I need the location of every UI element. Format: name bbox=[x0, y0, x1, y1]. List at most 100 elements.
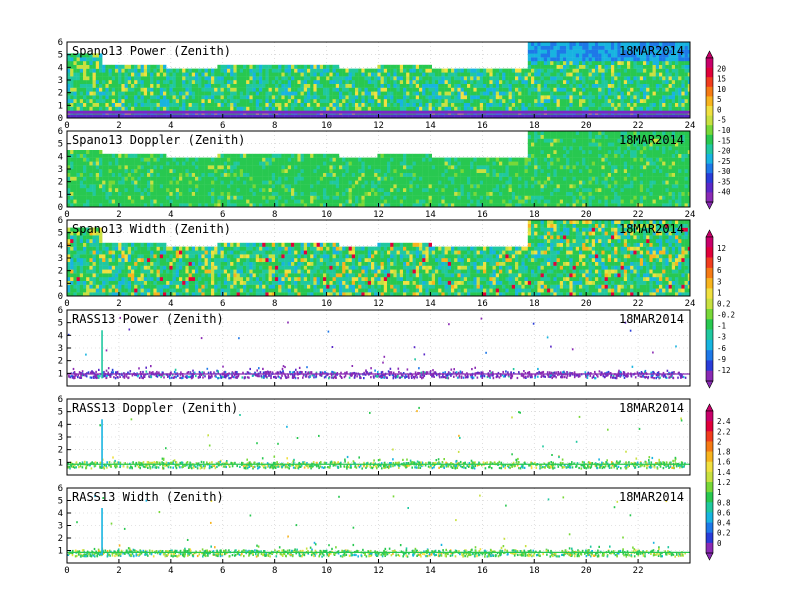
heatmap-cell bbox=[316, 102, 320, 107]
heatmap-cell bbox=[473, 191, 477, 196]
heatmap-cell bbox=[188, 165, 192, 170]
heatmap-cell bbox=[415, 76, 420, 81]
heatmap-cell bbox=[367, 188, 372, 192]
heatmap-cell bbox=[380, 165, 384, 170]
heatmap-cell bbox=[310, 191, 314, 196]
heatmap-cell bbox=[409, 72, 413, 77]
heatmap-cell bbox=[687, 114, 690, 118]
heatmap-cell bbox=[419, 106, 423, 111]
heatmap-cell bbox=[307, 165, 311, 170]
heatmap-cell bbox=[617, 42, 621, 46]
heatmap-cell bbox=[153, 157, 157, 162]
heatmap-cell bbox=[163, 87, 167, 92]
heatmap-cell bbox=[220, 199, 224, 204]
heatmap-cell bbox=[83, 57, 87, 62]
heatmap-cell bbox=[204, 180, 208, 185]
heatmap-cell bbox=[502, 99, 506, 103]
heatmap-cell bbox=[614, 57, 618, 62]
heatmap-cell bbox=[124, 157, 128, 162]
heatmap-cell bbox=[678, 106, 682, 111]
heatmap-cell bbox=[467, 165, 471, 170]
heatmap-cell bbox=[489, 161, 493, 166]
heatmap-cell bbox=[326, 172, 330, 177]
heatmap-cell bbox=[310, 195, 314, 200]
heatmap-cell bbox=[188, 180, 192, 185]
heatmap-cell bbox=[646, 106, 650, 111]
heatmap-cell bbox=[591, 99, 596, 103]
heatmap-cell bbox=[172, 169, 176, 173]
heatmap-cell bbox=[531, 87, 535, 92]
heatmap-cell bbox=[182, 106, 186, 111]
heatmap-cell bbox=[393, 114, 397, 118]
heatmap-cell bbox=[313, 106, 317, 111]
heatmap-cell bbox=[76, 191, 80, 196]
heatmap-cell bbox=[345, 102, 349, 107]
heatmap-cell bbox=[239, 180, 244, 185]
heatmap-cell bbox=[115, 161, 119, 166]
heatmap-cell bbox=[367, 76, 372, 81]
heatmap-cell bbox=[182, 83, 186, 88]
heatmap-cell bbox=[147, 199, 151, 204]
heatmap-cell bbox=[198, 172, 202, 177]
heatmap-cell bbox=[236, 72, 240, 77]
heatmap-cell bbox=[166, 161, 170, 166]
heatmap-cell bbox=[335, 161, 340, 166]
heatmap-cell bbox=[179, 199, 183, 204]
heatmap-cell bbox=[108, 195, 112, 200]
heatmap-cell bbox=[483, 114, 487, 118]
heatmap-cell bbox=[79, 72, 84, 77]
heatmap-cell bbox=[271, 176, 276, 181]
heatmap-cell bbox=[361, 102, 365, 107]
heatmap-cell bbox=[646, 61, 650, 65]
heatmap-cell bbox=[95, 169, 100, 173]
heatmap-cell bbox=[499, 114, 503, 118]
heatmap-cell bbox=[339, 157, 343, 162]
heatmap-cell bbox=[220, 169, 224, 173]
heatmap-cell bbox=[316, 161, 320, 166]
heatmap-cell bbox=[476, 106, 480, 111]
heatmap-cell bbox=[627, 53, 631, 58]
heatmap-cell bbox=[140, 99, 144, 103]
heatmap-cell bbox=[473, 91, 477, 96]
heatmap-cell bbox=[310, 102, 314, 107]
heatmap-cell bbox=[668, 99, 672, 103]
heatmap-cell bbox=[342, 172, 346, 177]
heatmap-cell bbox=[627, 72, 631, 77]
heatmap-cell bbox=[457, 161, 461, 166]
heatmap-cell bbox=[329, 95, 333, 100]
heatmap-cell bbox=[284, 87, 288, 92]
heatmap-cell bbox=[230, 188, 234, 192]
heatmap-cell bbox=[601, 57, 605, 62]
heatmap-cell bbox=[399, 68, 404, 73]
heatmap-cell bbox=[131, 161, 135, 166]
heatmap-cell bbox=[83, 203, 87, 207]
heatmap-cell bbox=[499, 80, 503, 84]
heatmap-cell bbox=[147, 157, 151, 162]
heatmap-cell bbox=[595, 61, 599, 65]
heatmap-cell bbox=[633, 102, 637, 107]
heatmap-cell bbox=[371, 176, 375, 181]
heatmap-cell bbox=[527, 68, 532, 73]
heatmap-cell bbox=[585, 76, 589, 81]
heatmap-cell bbox=[214, 102, 218, 107]
heatmap-cell bbox=[319, 153, 324, 158]
heatmap-cell bbox=[396, 203, 400, 207]
heatmap-cell bbox=[604, 68, 608, 73]
heatmap-cell bbox=[105, 184, 109, 189]
heatmap-cell bbox=[137, 91, 141, 96]
heatmap-cell bbox=[489, 80, 493, 84]
heatmap-cell bbox=[124, 114, 128, 118]
heatmap-cell bbox=[198, 180, 202, 185]
heatmap-cell bbox=[483, 102, 487, 107]
heatmap-cell bbox=[284, 172, 288, 177]
heatmap-cell bbox=[271, 72, 276, 77]
heatmap-cell bbox=[284, 102, 288, 107]
heatmap-cell bbox=[371, 199, 375, 204]
heatmap-cell bbox=[419, 76, 423, 81]
heatmap-cell bbox=[380, 199, 384, 204]
heatmap-cell bbox=[563, 87, 567, 92]
heatmap-cell bbox=[505, 195, 509, 200]
heatmap-cell bbox=[383, 83, 388, 88]
heatmap-cell bbox=[409, 95, 413, 100]
heatmap-cell bbox=[681, 45, 685, 50]
